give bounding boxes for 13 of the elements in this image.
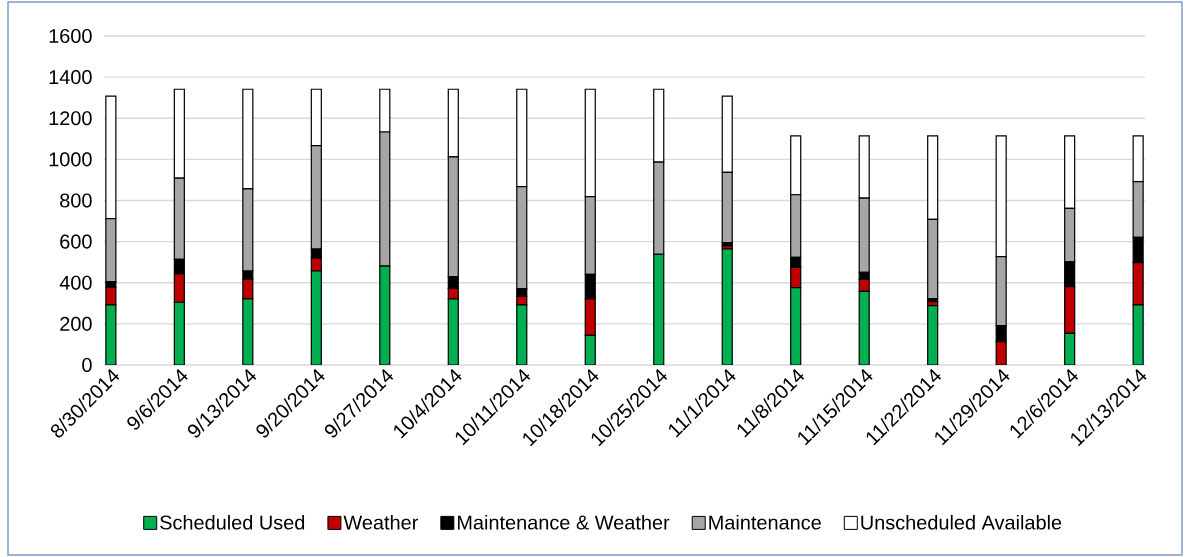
legend-label: Maintenance — [709, 514, 821, 530]
y-tick-label: 800 — [60, 193, 92, 208]
y-tick-label: 1200 — [49, 111, 92, 126]
y-tick-label: 1000 — [49, 152, 92, 167]
legend-label: Scheduled Used — [160, 514, 305, 530]
y-tick-label: 400 — [59, 275, 92, 290]
legend-label: Unscheduled Available — [861, 514, 1062, 530]
y-tick-label: 200 — [60, 316, 92, 331]
legend-label: Maintenance & Weather — [457, 514, 670, 530]
legend-label: Weather — [343, 514, 419, 530]
y-tick-label: 1400 — [49, 70, 92, 85]
y-tick-label: 1600 — [49, 28, 92, 44]
y-tick-label: 600 — [60, 234, 92, 249]
